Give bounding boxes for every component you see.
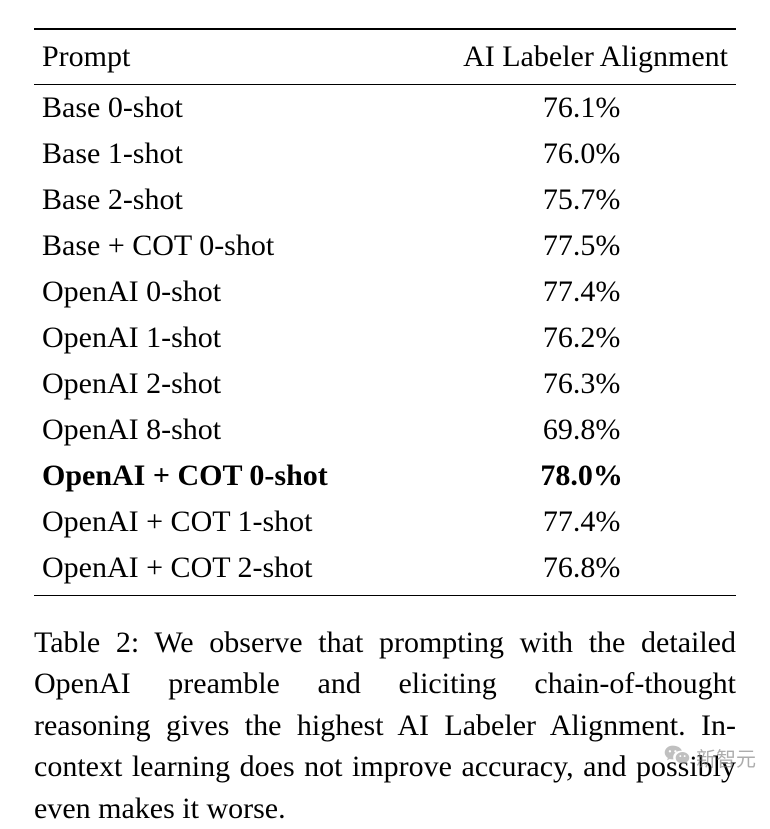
cell-value: 76.8%	[427, 545, 736, 596]
table-row: Base 2-shot75.7%	[34, 177, 736, 223]
table-row: OpenAI 1-shot76.2%	[34, 315, 736, 361]
cell-prompt: Base 1-shot	[34, 131, 427, 177]
cell-value: 78.0%	[427, 453, 736, 499]
cell-prompt: OpenAI 1-shot	[34, 315, 427, 361]
table-header-row: Prompt AI Labeler Alignment	[34, 29, 736, 85]
table-row: OpenAI + COT 0-shot78.0%	[34, 453, 736, 499]
cell-prompt: OpenAI + COT 1-shot	[34, 499, 427, 545]
source-watermark: 新智元	[664, 743, 756, 772]
cell-prompt: OpenAI + COT 0-shot	[34, 453, 427, 499]
cell-value: 77.5%	[427, 223, 736, 269]
table-row: OpenAI 0-shot77.4%	[34, 269, 736, 315]
cell-prompt: OpenAI 2-shot	[34, 361, 427, 407]
cell-prompt: Base 0-shot	[34, 85, 427, 132]
cell-value: 76.3%	[427, 361, 736, 407]
alignment-table: Prompt AI Labeler Alignment Base 0-shot7…	[34, 28, 736, 596]
cell-prompt: Base + COT 0-shot	[34, 223, 427, 269]
table-row: Base 0-shot76.1%	[34, 85, 736, 132]
cell-value: 76.1%	[427, 85, 736, 132]
table-row: OpenAI + COT 2-shot76.8%	[34, 545, 736, 596]
wechat-icon	[664, 744, 690, 772]
table-row: Base + COT 0-shot77.5%	[34, 223, 736, 269]
col-header-alignment: AI Labeler Alignment	[427, 29, 736, 85]
cell-value: 69.8%	[427, 407, 736, 453]
table-row: OpenAI 2-shot76.3%	[34, 361, 736, 407]
table-caption: Table 2: We observe that prompting with …	[34, 622, 736, 829]
cell-value: 77.4%	[427, 499, 736, 545]
cell-value: 76.0%	[427, 131, 736, 177]
cell-value: 75.7%	[427, 177, 736, 223]
table-row: Base 1-shot76.0%	[34, 131, 736, 177]
cell-prompt: OpenAI + COT 2-shot	[34, 545, 427, 596]
table-body: Base 0-shot76.1%Base 1-shot76.0%Base 2-s…	[34, 85, 736, 596]
cell-prompt: OpenAI 8-shot	[34, 407, 427, 453]
page-container: Prompt AI Labeler Alignment Base 0-shot7…	[0, 0, 770, 784]
table-row: OpenAI + COT 1-shot77.4%	[34, 499, 736, 545]
col-header-prompt: Prompt	[34, 29, 427, 85]
cell-value: 76.2%	[427, 315, 736, 361]
cell-value: 77.4%	[427, 269, 736, 315]
cell-prompt: OpenAI 0-shot	[34, 269, 427, 315]
watermark-text: 新智元	[696, 743, 756, 772]
cell-prompt: Base 2-shot	[34, 177, 427, 223]
table-row: OpenAI 8-shot69.8%	[34, 407, 736, 453]
